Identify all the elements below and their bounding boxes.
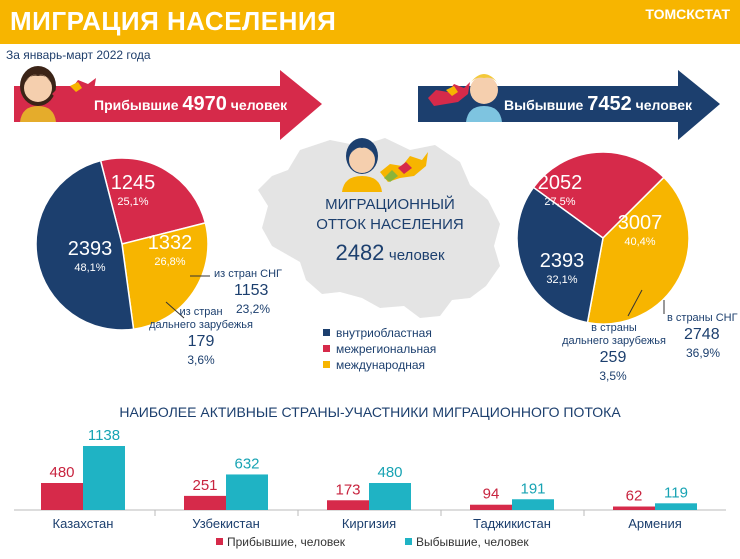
legend-swatch-departures xyxy=(405,538,412,545)
bar-value-label: 251 xyxy=(192,477,217,494)
departures-far-label2: дальнего зарубежья xyxy=(562,335,666,347)
pie2-international-pct: 40,4% xyxy=(624,236,656,248)
region-silhouette xyxy=(258,138,500,318)
arrivals-unit: человек xyxy=(230,97,288,113)
bar-value-label: 191 xyxy=(520,480,545,497)
center-line1: МИГРАЦИОННЫЙ xyxy=(325,196,455,213)
arrivals-value: 4970 xyxy=(182,93,227,115)
avatar-arrivals xyxy=(20,66,56,122)
bar-category-label: Армения xyxy=(628,516,682,531)
departures-value: 7452 xyxy=(587,93,632,115)
bar-departures xyxy=(83,446,125,510)
bar-value-label: 119 xyxy=(664,484,688,501)
legend-label-departures: Выбывшие, человек xyxy=(416,535,529,549)
pie1-interregional-pct: 25,1% xyxy=(117,196,149,208)
legend-swatch-domestic xyxy=(323,329,330,336)
legend-label-interregional: межрегиональная xyxy=(336,342,437,356)
leader-lines xyxy=(165,275,665,319)
bar-arrivals xyxy=(470,504,512,510)
arrivals-cis-label: из стран СНГ xyxy=(214,268,282,280)
avatar-center xyxy=(342,138,382,192)
legend-swatch-arrivals xyxy=(216,538,223,545)
bar-value-label: 1138 xyxy=(88,427,120,444)
pie1-domestic-value: 2393 xyxy=(67,238,113,260)
pie2-domestic-value: 2393 xyxy=(539,250,585,272)
map-icon-departures xyxy=(428,82,470,106)
legend-label-arrivals: Прибывшие, человек xyxy=(227,535,346,549)
pie2-domestic-pct: 32,1% xyxy=(546,274,578,286)
pie2-slice-interregional xyxy=(532,151,666,239)
bar-arrivals xyxy=(184,495,226,510)
departures-banner: Выбывшие 7452 человек xyxy=(504,93,692,116)
pie1-slice-international xyxy=(121,221,209,331)
pie1-international-value: 1332 xyxy=(147,232,193,254)
org-name: ТОМСКСТАТ xyxy=(645,6,730,22)
bar-category-label: Таджикистан xyxy=(473,516,551,531)
bar-category-label: Киргизия xyxy=(342,516,396,531)
bar-departures xyxy=(655,503,697,510)
legend-label-international: международная xyxy=(336,358,426,372)
pie1-slice-interregional xyxy=(99,157,207,245)
arrivals-label: Прибывшие xyxy=(94,97,179,113)
departures-pie xyxy=(516,151,690,325)
bar-arrivals xyxy=(327,500,369,510)
center-unit: человек xyxy=(388,247,445,264)
bar-departures xyxy=(512,499,554,510)
departures-label: Выбывшие xyxy=(504,97,584,113)
arrivals-cis-pct: 23,2% xyxy=(236,302,271,316)
pie1-interregional-value: 1245 xyxy=(110,172,156,194)
bar-value-label: 632 xyxy=(234,455,259,472)
bar-arrivals xyxy=(41,483,83,510)
bar-value-label: 480 xyxy=(377,464,402,481)
departures-far-value: 259 xyxy=(599,349,627,366)
center-line2: ОТТОК НАСЕЛЕНИЯ xyxy=(316,216,464,233)
center-value: 2482 xyxy=(335,240,385,265)
bar-category-label: Казахстан xyxy=(53,516,114,531)
arrivals-far-value: 179 xyxy=(187,333,215,350)
bar-chart-title: НАИБОЛЕЕ АКТИВНЫЕ СТРАНЫ-УЧАСТНИКИ МИГРА… xyxy=(119,404,621,420)
header-bar: МИГРАЦИЯ НАСЕЛЕНИЯ ТОМСКСТАТ xyxy=(0,0,740,44)
bar-value-label: 173 xyxy=(335,481,360,498)
arrivals-banner: Прибывшие 4970 человек xyxy=(94,93,287,116)
pie2-interregional-value: 2052 xyxy=(537,172,583,194)
pie1-international-pct: 26,8% xyxy=(154,256,186,268)
pie1-domestic-pct: 48,1% xyxy=(74,262,106,274)
pie2-slice-domestic xyxy=(516,186,604,324)
departures-far-label1: в страны xyxy=(591,322,637,334)
pie1-slice-domestic xyxy=(35,159,135,331)
arrivals-far-label1: из стран xyxy=(179,306,223,318)
arrivals-pie xyxy=(35,157,209,331)
center-total: 2482 человек xyxy=(290,240,490,266)
bar-departures xyxy=(226,474,268,510)
page-title: МИГРАЦИЯ НАСЕЛЕНИЯ xyxy=(10,6,337,36)
bar-value-label: 480 xyxy=(49,464,74,481)
departures-cis-value: 2748 xyxy=(684,326,720,343)
period-subtitle: За январь-март 2022 года xyxy=(6,48,151,62)
arrivals-far-pct: 3,6% xyxy=(187,353,215,367)
bar-value-label: 94 xyxy=(483,486,500,503)
legend-swatch-international xyxy=(323,361,330,368)
pie2-interregional-pct: 27,5% xyxy=(544,196,576,208)
bar-departures xyxy=(369,483,411,510)
countries-bar-chart: 480 1138 Казахстан 251 632 Узбекистан 173 480 Ки… xyxy=(14,427,726,531)
bar-value-label: 62 xyxy=(626,488,643,505)
bar-category-label: Узбекистан xyxy=(192,516,260,531)
map-icon-center xyxy=(380,152,428,182)
map-icon-arrivals xyxy=(52,78,96,102)
legend-label-domestic: внутриобластная xyxy=(336,326,432,340)
arrivals-far-label2: дальнего зарубежья xyxy=(149,319,253,331)
arrivals-cis-value: 1153 xyxy=(234,282,269,299)
bar-arrivals xyxy=(613,506,655,510)
departures-cis-pct: 36,9% xyxy=(686,346,721,360)
departures-unit: человек xyxy=(635,97,693,113)
legend-swatch-interregional xyxy=(323,345,330,352)
departures-cis-label: в страны СНГ xyxy=(667,312,738,324)
avatar-departures xyxy=(466,74,502,122)
departures-far-pct: 3,5% xyxy=(599,369,627,383)
pie2-international-value: 3007 xyxy=(617,212,663,234)
pie2-slice-international xyxy=(586,176,690,325)
